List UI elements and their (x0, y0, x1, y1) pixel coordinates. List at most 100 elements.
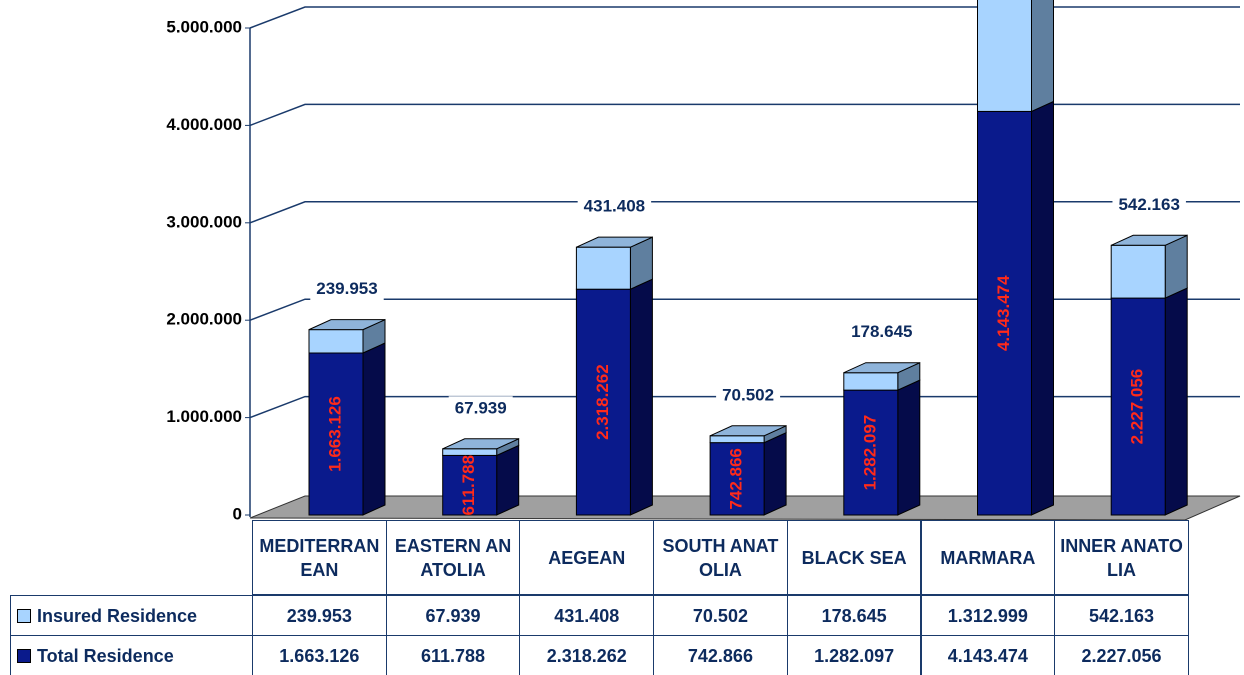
bar (442, 454, 498, 516)
insured-value-label: 178.645 (851, 322, 912, 341)
category-label: EASTERN ANATOLIA (385, 520, 521, 595)
table-value: 1.282.097 (786, 635, 922, 675)
bar-side (629, 278, 653, 516)
legend-label: Insured Residence (37, 605, 198, 626)
category-label: AEGEAN (519, 520, 655, 595)
bar-top (308, 319, 386, 331)
category-label-text: AEGEAN (548, 547, 626, 568)
table-value-text: 742.866 (687, 645, 753, 666)
bar (308, 329, 364, 354)
bar-top (1110, 234, 1188, 246)
category-label-text: BLACK SEA (801, 547, 907, 568)
label-bg (448, 396, 513, 420)
total-value-label: 1.663.126 (325, 396, 344, 472)
table-value-text: 2.318.262 (546, 645, 627, 666)
bar-side (897, 379, 921, 516)
insured-value-label: 542.163 (1118, 195, 1179, 214)
bar (1110, 244, 1166, 299)
bar (977, 110, 1032, 516)
table-value: 1.663.126 (252, 635, 387, 675)
grid-line (249, 6, 1240, 29)
insured-value-label: 431.408 (584, 197, 645, 216)
label-bg (310, 277, 384, 301)
y-tick-label: 1.000.000 (166, 407, 242, 426)
table-value: 611.788 (385, 635, 521, 675)
grid-line (249, 201, 1240, 224)
table-value: 2.318.262 (519, 635, 655, 675)
category-label-text: MARMARA (940, 547, 1036, 568)
bar (575, 246, 631, 290)
total-value-label: 611.788 (459, 455, 478, 516)
table-value-text: 542.163 (1088, 605, 1155, 626)
insured-value-label: 239.953 (316, 279, 377, 298)
bar (308, 352, 364, 516)
category-label: MEDITERRANEAN (252, 520, 387, 595)
bar-top (709, 425, 787, 437)
legend-entry: Total Residence (10, 635, 253, 675)
bar-side (496, 444, 520, 516)
category-label: INNER ANATOLIA (1054, 520, 1189, 595)
category-label-text: INNER ANATOLIA (1060, 535, 1183, 580)
bar (709, 442, 765, 516)
bar (843, 389, 899, 516)
category-label: SOUTH ANATOLIA (653, 520, 788, 595)
category-label-text: EASTERN ANATOLIA (394, 535, 512, 580)
y-tick-label: 2.000.000 (166, 310, 242, 329)
category-label: BLACK SEA (786, 520, 922, 595)
total-value-label: 4.143.474 (994, 275, 1013, 351)
y-tick-label: 5.000.000 (166, 17, 242, 36)
table-value-text: 2.227.056 (1081, 645, 1162, 666)
table-value-text: 67.939 (425, 605, 481, 626)
table-value-text: 1.282.097 (814, 645, 895, 666)
bar (442, 448, 498, 456)
table-value: 67.939 (385, 595, 521, 636)
table-value: 4.143.474 (920, 635, 1056, 675)
label-bg (845, 320, 919, 344)
legend-swatch (17, 648, 31, 663)
total-value-label: 742.866 (727, 448, 746, 509)
category-label-text: SOUTH ANATOLIA (662, 535, 779, 580)
grid-line (249, 103, 1240, 127)
table-value-text: 70.502 (692, 605, 748, 626)
legend-label: Total Residence (37, 645, 174, 666)
label-bg (577, 194, 652, 218)
table-value: 2.227.056 (1054, 635, 1189, 675)
table-value-text: 611.788 (420, 645, 486, 666)
total-value-label: 1.282.097 (860, 415, 879, 491)
grid-line (249, 395, 1240, 419)
table-value-text: 1.312.999 (947, 605, 1028, 626)
table-value-text: 1.663.126 (279, 645, 360, 666)
category-label-text: MEDITERRANEAN (259, 535, 380, 580)
legend-swatch (17, 608, 31, 623)
table-value: 1.312.999 (920, 595, 1056, 636)
y-tick-label: 3.000.000 (166, 212, 242, 231)
table-value: 542.163 (1054, 595, 1189, 636)
bar-top (576, 236, 653, 248)
bar-side (763, 431, 787, 516)
total-value-label: 2.318.262 (593, 364, 612, 440)
table-value: 431.408 (519, 595, 655, 636)
bar-side (1031, 100, 1054, 516)
y-tick-label: 4.000.000 (166, 115, 242, 134)
bar-side (362, 342, 386, 516)
label-bg (1112, 192, 1186, 216)
bar (575, 288, 631, 516)
bar-side (1031, 0, 1054, 113)
category-label: MARMARA (920, 520, 1056, 595)
bar-top (442, 438, 519, 450)
table-value: 239.953 (252, 595, 387, 636)
total-value-label: 2.227.056 (1128, 369, 1147, 445)
table-value-text: 178.645 (821, 605, 887, 626)
table-value: 178.645 (786, 595, 922, 636)
bar (709, 435, 765, 444)
bar (1110, 297, 1166, 516)
y-tick-label: 0 (233, 504, 242, 523)
table-value-text: 431.408 (554, 605, 620, 626)
legend-entry: Insured Residence (10, 595, 253, 636)
bar-side (1164, 234, 1188, 299)
bar-top (843, 362, 921, 374)
label-bg (716, 383, 781, 407)
insured-value-label: 70.502 (722, 385, 774, 404)
